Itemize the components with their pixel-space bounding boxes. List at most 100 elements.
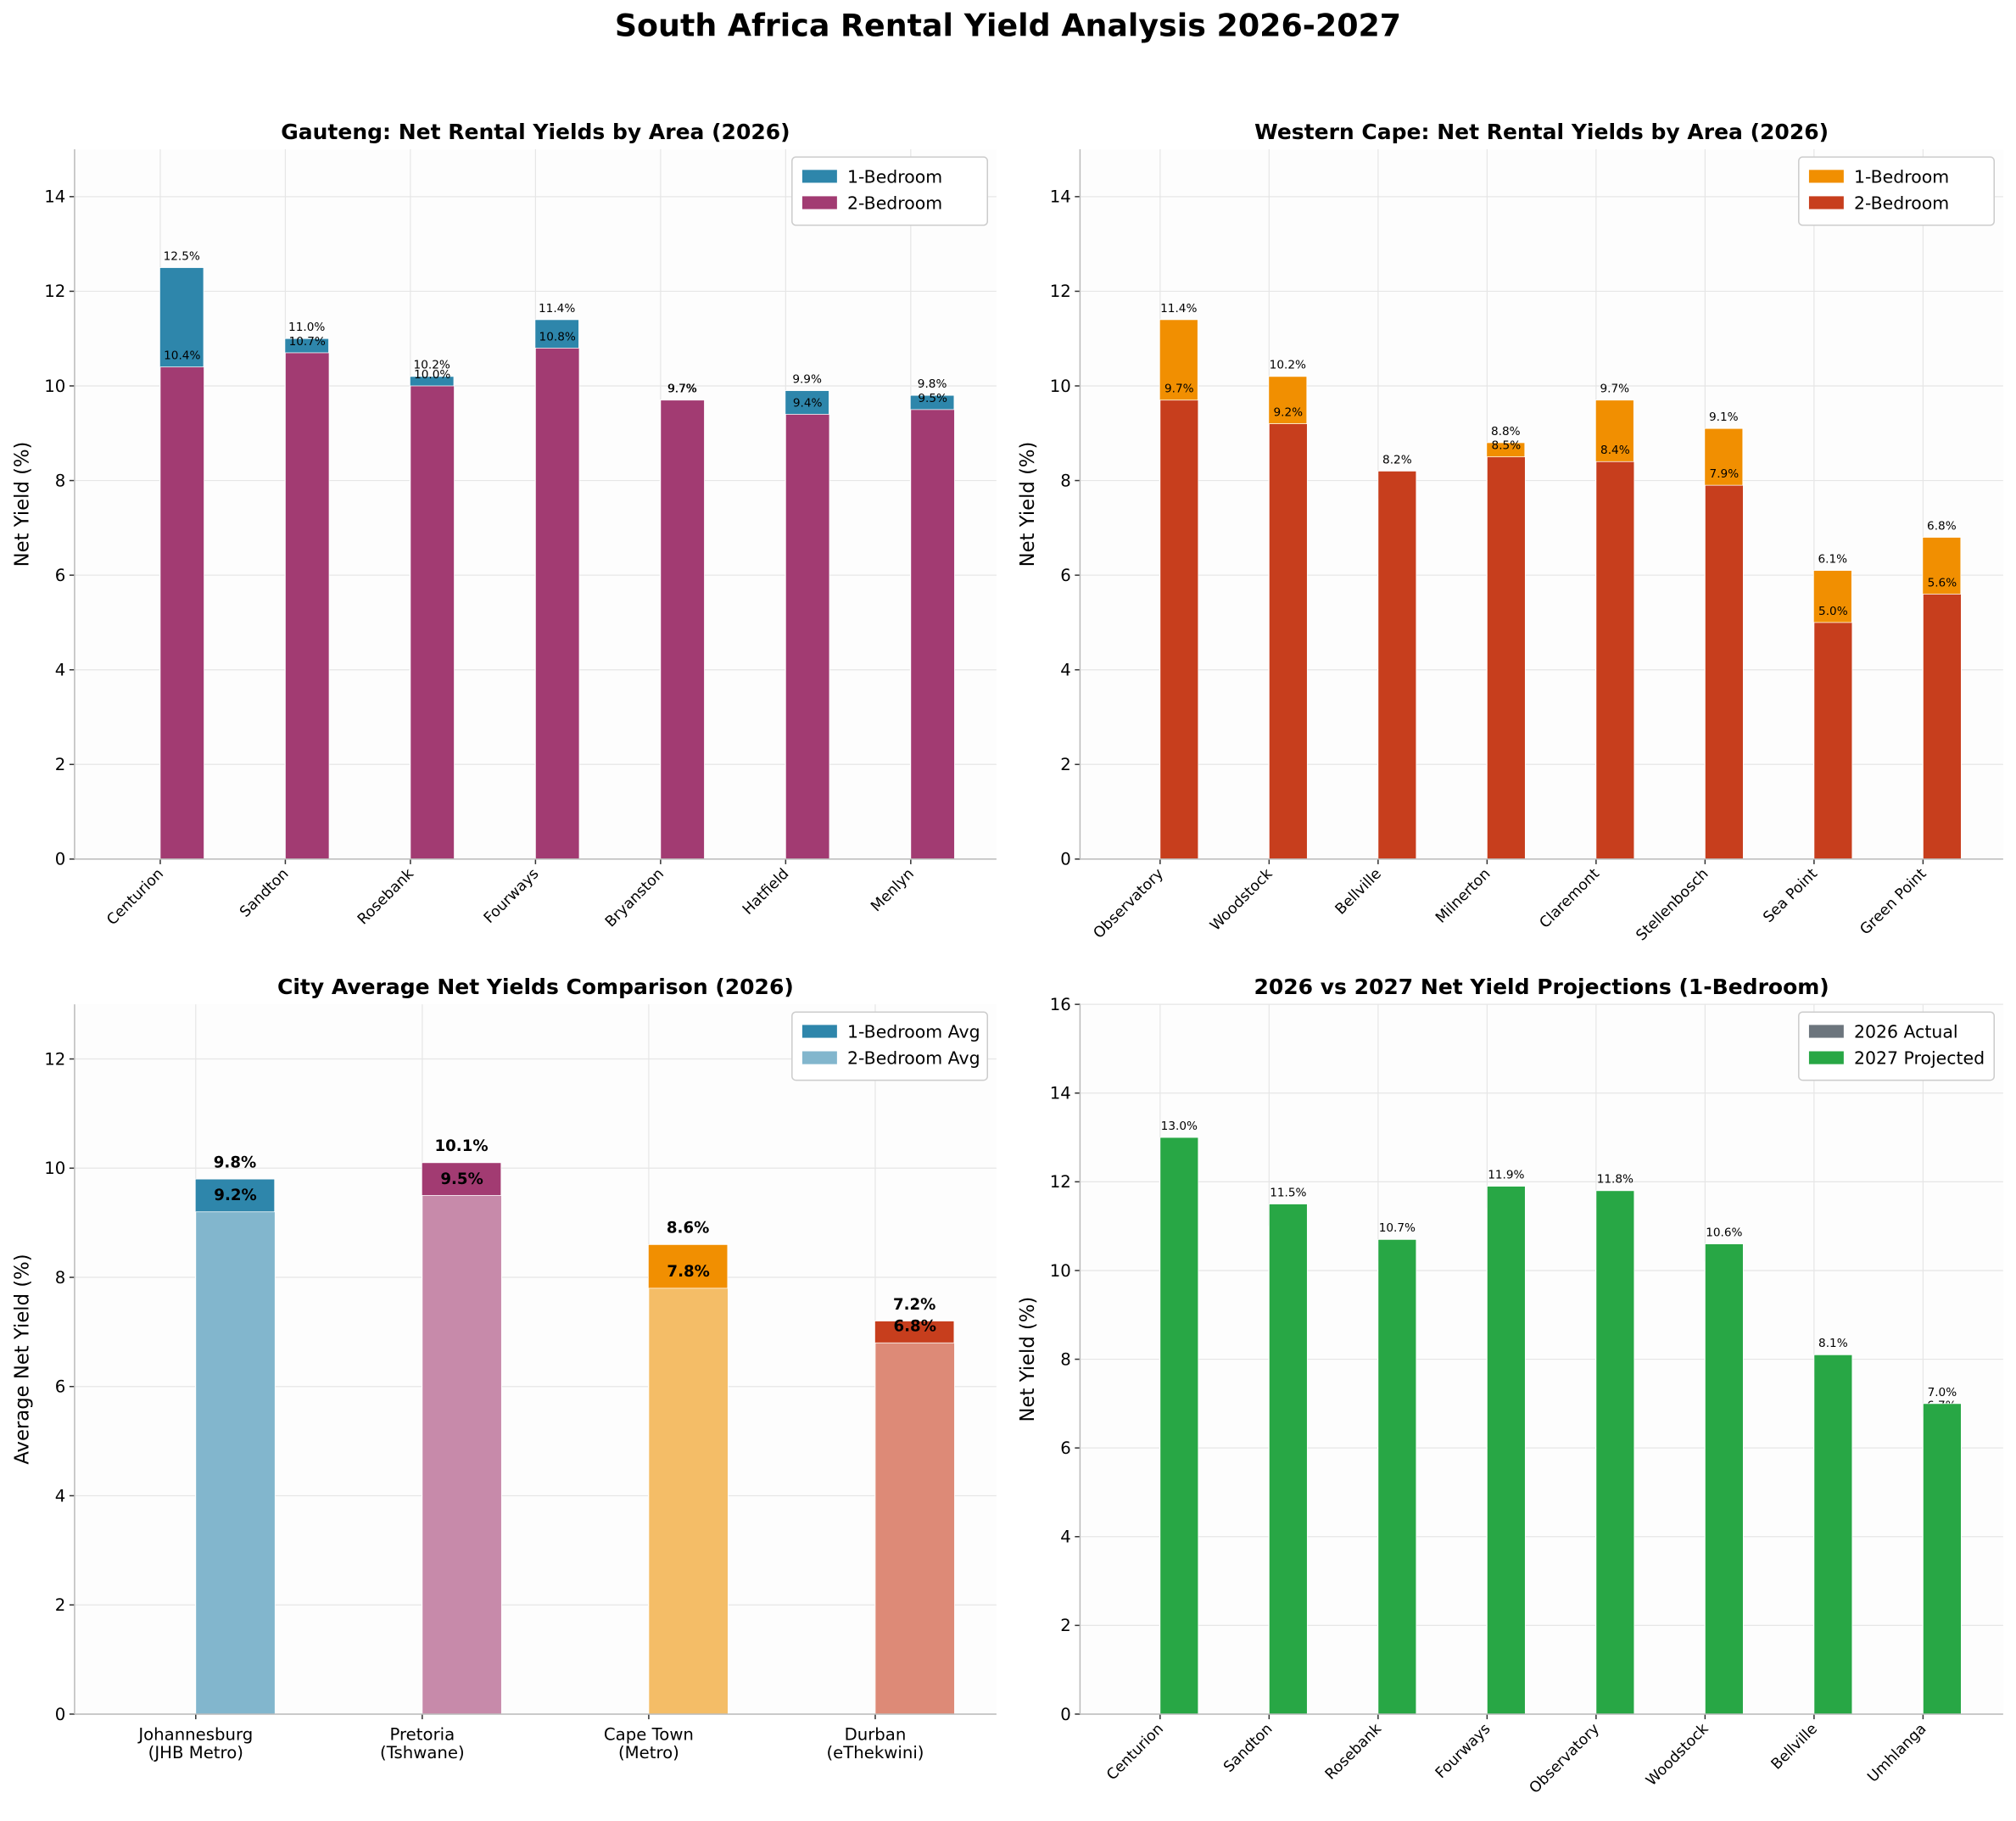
data-label: 10.6% bbox=[1706, 1226, 1742, 1239]
bar bbox=[1813, 622, 1853, 860]
legend-box bbox=[791, 1011, 989, 1081]
x-tick-label: Sandton bbox=[1220, 1721, 1276, 1776]
x-tick-label: Rosebank bbox=[355, 865, 418, 929]
x-tick-label: Pretoria (Tshwane) bbox=[380, 1724, 465, 1762]
data-label: 7.2% bbox=[893, 1296, 935, 1314]
x-tick-label: Sandton bbox=[237, 865, 292, 920]
bar bbox=[422, 1195, 502, 1715]
figure-title: South Africa Rental Yield Analysis 2026-… bbox=[615, 8, 1401, 44]
data-label: 11.4% bbox=[539, 302, 575, 316]
bar bbox=[1704, 1243, 1744, 1715]
y-tick-label: 4 bbox=[55, 661, 66, 680]
x-tick-label: Observatory bbox=[1527, 1721, 1603, 1797]
x-tick-label: Rosebank bbox=[1322, 1720, 1386, 1784]
data-label: 8.2% bbox=[1382, 453, 1412, 466]
bar bbox=[874, 1342, 955, 1715]
bar bbox=[410, 385, 455, 860]
data-label: 11.5% bbox=[1270, 1186, 1306, 1199]
legend-box bbox=[1798, 1011, 1995, 1081]
y-tick-label: 12 bbox=[44, 1049, 65, 1069]
data-label: 9.7% bbox=[1164, 383, 1194, 396]
x-tick-label: Woodstock bbox=[1207, 865, 1276, 935]
y-tick-label: 0 bbox=[55, 1705, 66, 1724]
y-tick-label: 2 bbox=[1060, 1616, 1071, 1635]
bar bbox=[285, 352, 330, 860]
data-label: 10.8% bbox=[539, 330, 576, 344]
bar bbox=[1595, 461, 1635, 860]
data-label: 9.2% bbox=[1274, 406, 1304, 420]
y-tick-label: 4 bbox=[1060, 1528, 1071, 1547]
data-label: 8.8% bbox=[1491, 425, 1521, 438]
bar bbox=[1486, 1186, 1526, 1715]
y-tick-label: 6 bbox=[55, 1377, 66, 1397]
bar bbox=[1704, 484, 1744, 860]
x-tick-label: Fourways bbox=[1432, 1721, 1494, 1783]
bar bbox=[195, 1211, 276, 1715]
x-tick-label: Centurion bbox=[1103, 1721, 1167, 1785]
x-tick-label: Milnerton bbox=[1432, 865, 1494, 926]
legend-label: 2-Bedroom Avg bbox=[847, 1048, 980, 1069]
bar bbox=[910, 409, 955, 860]
x-tick-label: Claremont bbox=[1537, 865, 1603, 931]
legend-label: 2-Bedroom bbox=[1854, 193, 1949, 214]
legend-label: 1-Bedroom Avg bbox=[847, 1022, 980, 1042]
y-tick-label: 10 bbox=[1050, 377, 1071, 396]
x-tick-label: Woodstock bbox=[1643, 1720, 1712, 1790]
y-tick-label: 16 bbox=[1050, 995, 1071, 1014]
data-label: 9.7% bbox=[1600, 383, 1630, 396]
y-axis-label: Net Yield (%) bbox=[11, 442, 33, 567]
legend-swatch bbox=[801, 170, 837, 183]
y-tick-label: 12 bbox=[1050, 1172, 1071, 1192]
data-label: 10.0% bbox=[414, 368, 450, 382]
data-label: 10.2% bbox=[1270, 359, 1306, 372]
x-tick-label: Durban (eThekwini) bbox=[826, 1724, 924, 1762]
data-label: 9.9% bbox=[792, 372, 822, 386]
bar bbox=[648, 1288, 729, 1715]
x-tick-label: Green Point bbox=[1857, 865, 1930, 938]
x-tick-label: Fourways bbox=[481, 865, 543, 927]
y-tick-label: 12 bbox=[44, 282, 65, 301]
bar bbox=[1268, 1204, 1308, 1715]
legend-swatch bbox=[801, 196, 837, 209]
data-label: 10.4% bbox=[164, 349, 200, 363]
data-label: 11.0% bbox=[288, 321, 325, 334]
chart-title: Gauteng: Net Rental Yields by Area (2026… bbox=[281, 120, 790, 144]
y-tick-label: 14 bbox=[1050, 187, 1071, 207]
bar bbox=[535, 347, 580, 860]
x-tick-label: Bryanston bbox=[602, 865, 667, 930]
data-label: 10.2% bbox=[414, 359, 450, 372]
bar bbox=[785, 414, 830, 860]
legend-box bbox=[1798, 156, 1995, 226]
legend-swatch bbox=[1808, 1025, 1844, 1038]
data-label: 11.8% bbox=[1597, 1173, 1633, 1187]
legend-swatch bbox=[1808, 1051, 1844, 1064]
x-tick-label: Sea Point bbox=[1760, 865, 1821, 926]
bar bbox=[1377, 471, 1417, 860]
bar bbox=[1486, 456, 1526, 860]
legend-swatch bbox=[801, 1051, 837, 1064]
bar bbox=[1923, 1403, 1962, 1715]
data-label: 8.6% bbox=[667, 1220, 709, 1237]
data-label: 9.7% bbox=[667, 383, 697, 396]
x-tick-label: Bellville bbox=[1332, 865, 1385, 918]
plot-area bbox=[1080, 149, 2003, 859]
y-tick-label: 10 bbox=[44, 1159, 65, 1178]
legend-swatch bbox=[1808, 170, 1844, 183]
bar bbox=[1377, 1238, 1417, 1715]
data-label: 9.5% bbox=[918, 392, 947, 405]
y-tick-label: 2 bbox=[1060, 755, 1071, 774]
legend-label: 2027 Projected bbox=[1854, 1048, 1985, 1069]
y-axis-label: Net Yield (%) bbox=[1017, 442, 1039, 567]
data-label: 10.7% bbox=[1379, 1221, 1416, 1235]
y-tick-label: 6 bbox=[55, 566, 66, 585]
y-tick-label: 14 bbox=[44, 187, 65, 207]
data-label: 9.1% bbox=[1709, 411, 1739, 424]
data-label: 9.2% bbox=[214, 1187, 256, 1204]
data-label: 7.0% bbox=[1928, 1386, 1957, 1399]
legend-label: 1-Bedroom bbox=[847, 166, 942, 187]
chart-title: 2026 vs 2027 Net Yield Projections (1-Be… bbox=[1254, 975, 1829, 999]
data-label: 5.0% bbox=[1818, 605, 1848, 618]
legend-label: 2026 Actual bbox=[1854, 1022, 1958, 1042]
x-tick-label: Stellenbosch bbox=[1633, 865, 1712, 944]
